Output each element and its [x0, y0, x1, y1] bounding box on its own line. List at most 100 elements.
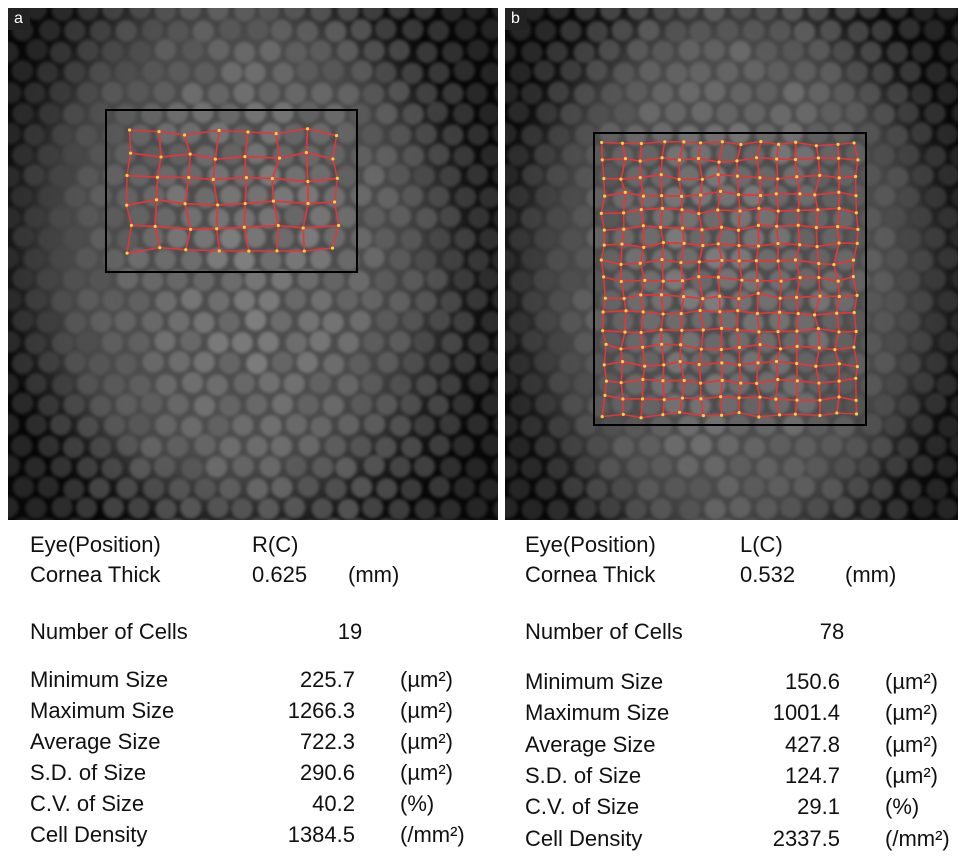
cell [101, 458, 122, 479]
cell [454, 352, 475, 373]
cell [454, 228, 475, 249]
cell [718, 476, 739, 497]
vertex [639, 262, 642, 265]
cell [522, 330, 543, 351]
cell [586, 144, 607, 165]
vertex [717, 173, 720, 176]
field-label: Eye(Position) [30, 532, 161, 557]
vertex [855, 412, 858, 415]
vertex [660, 343, 663, 346]
cell [414, 415, 435, 436]
vertex [759, 140, 762, 143]
cell [323, 60, 344, 81]
cell [910, 206, 931, 227]
cell [442, 42, 463, 63]
cell [298, 435, 319, 456]
cell [402, 104, 423, 125]
vertex [246, 130, 249, 133]
cell [25, 333, 46, 354]
cell [860, 41, 881, 62]
cell [232, 125, 253, 146]
cell [442, 83, 463, 104]
vertex [853, 311, 856, 314]
vertex [680, 312, 683, 315]
vertex [663, 398, 666, 401]
cell [244, 62, 265, 83]
field-unit: (µm²) [400, 729, 453, 754]
cell [12, 144, 33, 165]
vertex [306, 202, 309, 205]
vertex [125, 174, 128, 177]
cell [90, 20, 111, 41]
field-unit: (%) [400, 791, 434, 816]
cell [651, 498, 672, 519]
cell [678, 165, 699, 186]
cell [50, 248, 71, 269]
vertex [639, 293, 642, 296]
vertex [605, 379, 608, 382]
cell [860, 208, 881, 229]
cell [560, 353, 581, 374]
cell [886, 332, 907, 353]
cell [115, 104, 136, 125]
cell [36, 311, 57, 332]
vertex [837, 395, 840, 398]
vertex [623, 297, 626, 300]
cell [782, 0, 803, 21]
micrograph [494, 0, 965, 560]
vertex [720, 226, 723, 229]
cell [665, 477, 686, 498]
cell [25, 497, 46, 518]
cell [534, 269, 555, 290]
vertex [189, 228, 192, 231]
vertex [642, 310, 645, 313]
cell [898, 270, 919, 291]
vertex [699, 309, 702, 312]
field-label: Minimum Size [525, 669, 663, 694]
field-value: 722.3 [300, 729, 355, 754]
cell [63, 394, 84, 415]
vertex [719, 395, 722, 398]
cell [796, 102, 817, 123]
cell [468, 332, 489, 353]
vertex [681, 396, 684, 399]
cell [612, 311, 633, 332]
cell [76, 125, 97, 146]
vertex [602, 177, 605, 180]
vertex [701, 178, 704, 181]
vertex [158, 246, 161, 249]
field-value: 225.7 [300, 667, 355, 692]
field-value: 2337.5 [773, 826, 840, 851]
cell [348, 271, 369, 292]
cell [588, 395, 609, 416]
vertex [681, 227, 684, 230]
cell [193, 312, 214, 333]
cell [587, 21, 608, 42]
cell [310, 206, 331, 227]
cell [822, 187, 843, 208]
cell [521, 416, 542, 437]
cell [220, 19, 241, 40]
field-label: C.V. of Size [30, 791, 144, 816]
cell [429, 435, 450, 456]
vertex [640, 208, 643, 211]
vertex [721, 379, 724, 382]
vertex [854, 399, 857, 402]
cell [627, 39, 648, 60]
cell [911, 331, 932, 352]
cell [689, 62, 710, 83]
cell [479, 187, 500, 208]
cell [297, 21, 318, 42]
cell [429, 353, 450, 374]
cell [389, 40, 410, 61]
vertex [777, 209, 780, 212]
cell [859, 83, 880, 104]
vertex [818, 346, 821, 349]
field-value: 150.6 [785, 669, 840, 694]
cell [691, 518, 712, 539]
cell [586, 479, 607, 500]
field-unit: (mm) [845, 562, 896, 587]
cell [601, 83, 622, 104]
vertex [603, 228, 606, 231]
cell [612, 20, 633, 41]
